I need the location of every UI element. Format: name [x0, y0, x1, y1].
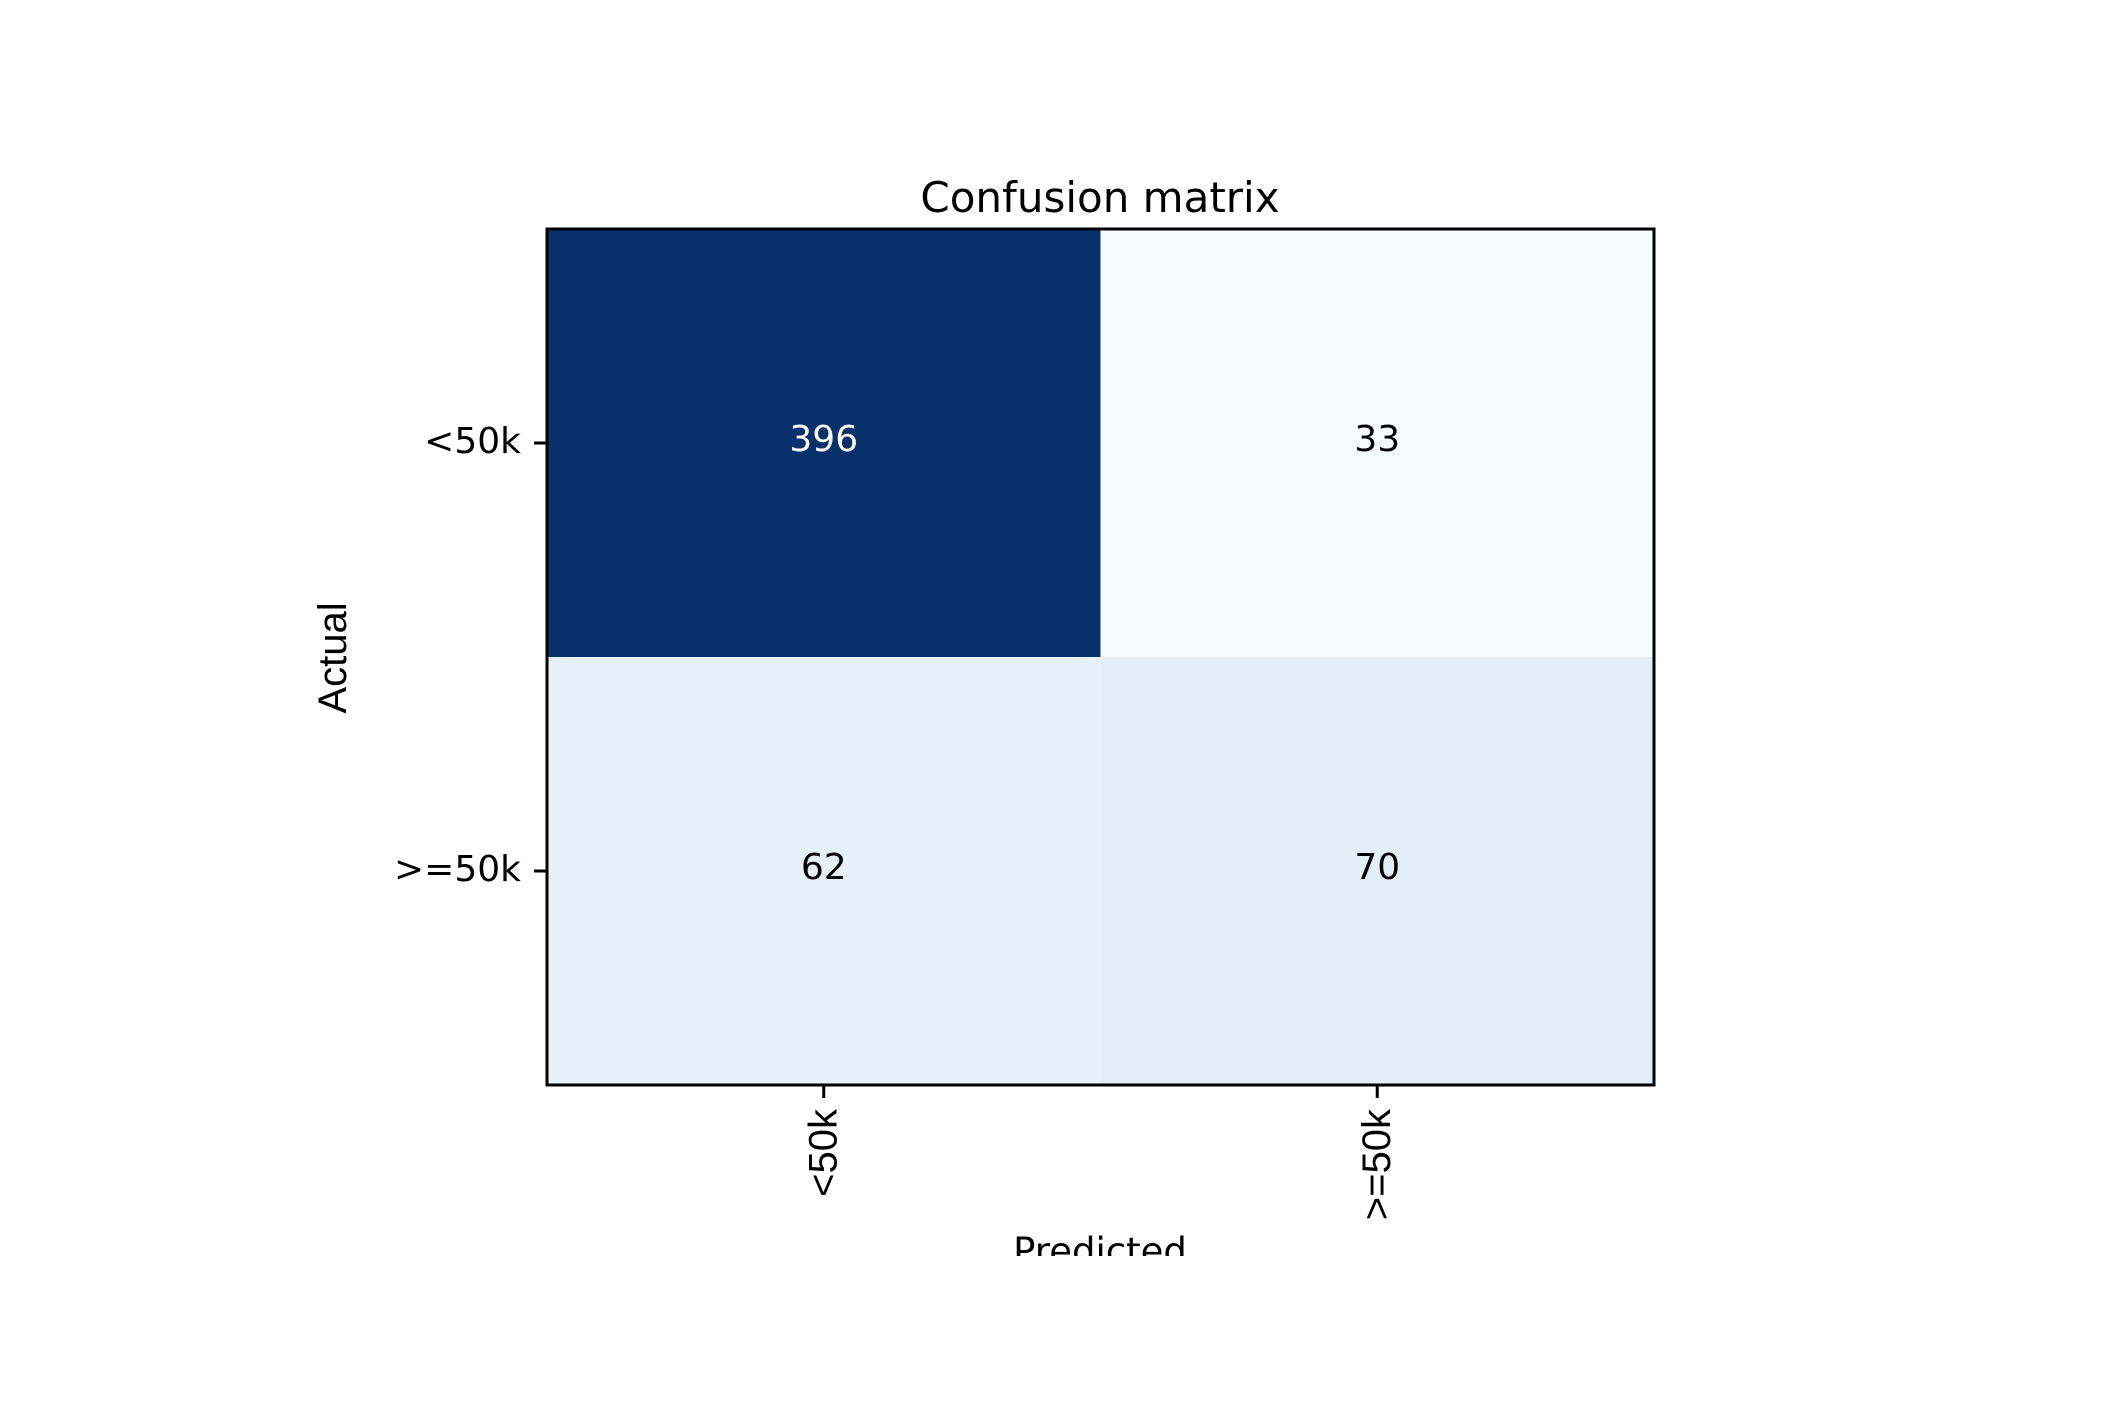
- x-tick-label-1: >=50k: [1355, 1108, 1399, 1220]
- y-axis-ticks: <50k >=50k: [394, 421, 547, 890]
- y-axis-label: Actual: [311, 602, 355, 713]
- cell-value-r0-c1: 33: [1354, 419, 1400, 460]
- heatmap-cell-r0-c1: [1100, 229, 1655, 658]
- x-tick-label-0: <50k: [801, 1108, 845, 1197]
- heatmap-cell-r1-c0: [547, 657, 1101, 1086]
- heatmap-cell-r1-c1: [1100, 657, 1655, 1086]
- cell-value-r1-c0: 62: [801, 847, 847, 888]
- figure-bottom-mask: [0, 1256, 2125, 1427]
- heatmap-cell-labels: 396 33 62 70: [789, 419, 1400, 888]
- y-tick-label-0: <50k: [424, 421, 521, 462]
- x-axis-ticks: <50k >=50k: [801, 1085, 1399, 1220]
- heatmap-cell-r0-c0: [547, 229, 1101, 658]
- plot-frame: [545, 227, 1656, 1087]
- chart-title: Confusion matrix: [920, 173, 1279, 222]
- y-tick-label-1: >=50k: [394, 849, 521, 890]
- heatmap-cells: [547, 229, 1655, 1086]
- cell-value-r0-c0: 396: [789, 419, 858, 460]
- cell-value-r1-c1: 70: [1354, 847, 1400, 888]
